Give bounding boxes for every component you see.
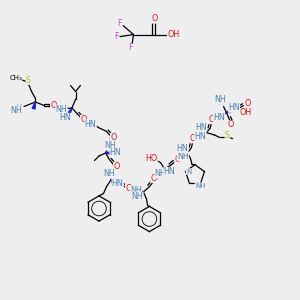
Text: F: F [114, 32, 118, 41]
Text: HN: HN [164, 167, 175, 176]
Polygon shape [184, 150, 188, 153]
Text: HN: HN [195, 123, 207, 132]
Text: O: O [80, 115, 87, 124]
Text: H: H [219, 100, 224, 106]
Text: HN: HN [176, 144, 188, 153]
Text: HN: HN [228, 103, 240, 112]
Text: S: S [225, 130, 230, 140]
Text: OH: OH [240, 108, 252, 117]
Polygon shape [106, 152, 112, 154]
Text: NH: NH [103, 169, 116, 178]
Text: NH: NH [154, 169, 166, 178]
Text: F: F [128, 44, 133, 52]
Text: O: O [189, 134, 196, 143]
Text: NH: NH [11, 106, 22, 115]
Text: NH: NH [130, 186, 142, 195]
Polygon shape [203, 129, 206, 133]
Text: S: S [26, 76, 31, 85]
Text: O: O [174, 155, 181, 164]
Polygon shape [67, 108, 72, 115]
Text: HN: HN [59, 113, 71, 122]
Polygon shape [111, 180, 115, 184]
Text: O: O [110, 133, 117, 142]
Text: NH: NH [214, 95, 226, 104]
Text: OH: OH [167, 30, 179, 39]
Polygon shape [226, 110, 231, 112]
Text: O: O [208, 115, 215, 124]
Text: NH: NH [131, 192, 143, 201]
Text: NH: NH [104, 141, 116, 150]
Text: F: F [118, 20, 122, 28]
Text: O: O [151, 14, 158, 23]
Polygon shape [32, 102, 35, 109]
Text: O: O [244, 99, 250, 108]
Text: HN: HN [194, 132, 206, 141]
Text: HO: HO [146, 154, 158, 163]
Text: CH₃: CH₃ [9, 75, 22, 81]
Text: HN: HN [85, 120, 97, 129]
Text: O: O [113, 162, 120, 171]
Text: N: N [186, 169, 191, 175]
Text: NH: NH [177, 152, 189, 161]
Text: O: O [228, 120, 234, 129]
Text: HN: HN [110, 148, 122, 157]
Polygon shape [140, 192, 143, 196]
Text: H: H [16, 104, 22, 110]
Text: O: O [150, 174, 157, 183]
Polygon shape [164, 169, 167, 172]
Text: O: O [125, 184, 132, 193]
Text: NH: NH [195, 183, 206, 189]
Text: HN: HN [112, 178, 124, 188]
Text: NH: NH [56, 105, 68, 114]
Text: O: O [50, 101, 57, 110]
Text: HN: HN [213, 112, 225, 122]
